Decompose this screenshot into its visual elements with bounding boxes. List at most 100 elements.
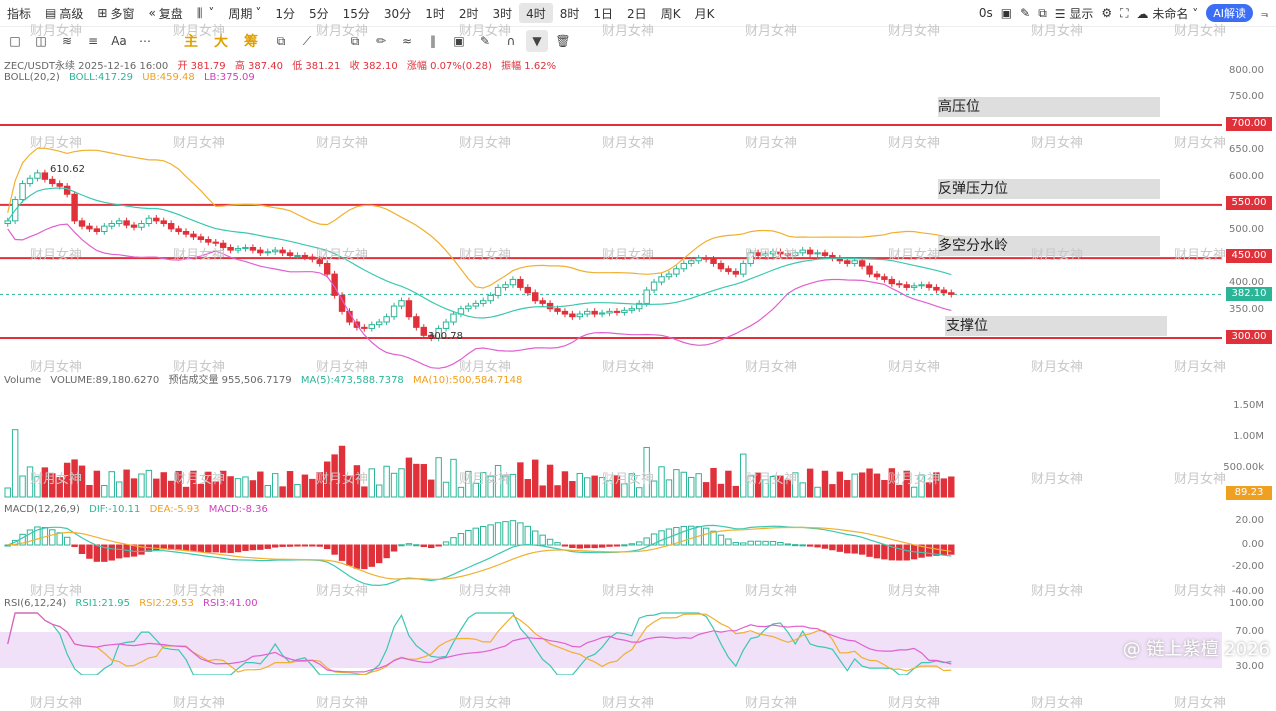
macd-bar	[190, 544, 197, 552]
volume-bar	[844, 479, 851, 498]
candle-body	[628, 308, 636, 311]
settings-icon[interactable]: ⚙	[1101, 6, 1113, 20]
indicator-wave-icon[interactable]: ≋	[61, 34, 73, 48]
candle-body	[435, 327, 442, 339]
topbar-item-11[interactable]: 2时	[452, 0, 486, 26]
watermark-text: 财月女神	[316, 696, 369, 711]
volume-bar	[227, 476, 234, 498]
level-tag-550: 550.00	[1226, 196, 1272, 210]
topbar-item-5[interactable]: 周期 ˅	[221, 0, 268, 26]
candle-body	[784, 253, 792, 256]
watermark-text: 财月女神	[173, 696, 226, 711]
macd-bar	[933, 544, 940, 556]
layout-icon[interactable]: □	[9, 34, 21, 48]
candle-body	[294, 254, 301, 257]
topbar-item-9[interactable]: 30分	[377, 0, 418, 26]
topbar-item-18[interactable]: 月K	[688, 0, 722, 26]
macd-bar	[101, 544, 108, 562]
edit-icon[interactable]: ✎	[479, 34, 491, 48]
volume-bar	[769, 475, 777, 498]
candle-body	[145, 217, 153, 225]
path-icon[interactable]: ≈	[401, 34, 413, 48]
list-icon[interactable]: ≡	[87, 34, 99, 48]
price-tick-label: 650.00	[1229, 144, 1264, 155]
candle-type-icon[interactable]: ◫	[35, 34, 47, 48]
topbar-item-15[interactable]: 1日	[586, 0, 620, 26]
magnet-icon[interactable]: ∩	[506, 34, 516, 48]
volume-bar	[784, 479, 792, 498]
volume-bar	[918, 474, 925, 498]
candle-body	[41, 172, 49, 180]
candle-body	[78, 220, 86, 227]
volume-bar	[747, 475, 754, 498]
topbar-item-12[interactable]: 3时	[485, 0, 519, 26]
candle-body	[286, 252, 294, 256]
volume-legend: Volume VOLUME:89,180.6270 预估成交量 955,506.…	[4, 371, 528, 386]
volume-bar	[896, 484, 903, 498]
filter-icon[interactable]: ▼	[526, 30, 548, 52]
macd-bar	[383, 544, 390, 559]
topbar-chart-type[interactable]: ⫼ ˅	[190, 0, 222, 26]
macd-bar	[502, 521, 509, 546]
macd-bar	[472, 527, 479, 546]
candle-body	[576, 313, 584, 318]
volume-bar	[257, 471, 264, 498]
barcode-icon[interactable]: ‖	[430, 34, 436, 48]
ai-analysis-button[interactable]: AI解读	[1206, 4, 1253, 22]
topbar-item-1[interactable]: ▤ 高级	[38, 0, 90, 26]
topbar-item-8[interactable]: 15分	[336, 0, 377, 26]
boll-ub-value: UB:459.48	[142, 72, 195, 83]
macd-bar	[732, 542, 740, 546]
candlestick-chart[interactable]	[0, 0, 1276, 675]
macd-bar	[621, 544, 628, 547]
copy-icon[interactable]: ⧉	[276, 33, 286, 48]
seconds-label[interactable]: 0s	[978, 6, 993, 20]
topbar-item-3[interactable]: «复盘	[141, 0, 189, 26]
display-menu[interactable]: ☰ 显示	[1054, 6, 1094, 21]
volume-bar	[63, 462, 71, 498]
note-icon[interactable]: ▣	[453, 34, 465, 48]
rsi1-line	[7, 612, 952, 675]
topbar-item-13[interactable]: 4时	[519, 3, 553, 23]
large-function[interactable]: 大	[214, 34, 228, 50]
expand-icon[interactable]: ⧉	[1038, 5, 1047, 20]
volume-bar	[167, 480, 175, 498]
topbar-item-6[interactable]: 1分	[268, 0, 302, 26]
camera-icon[interactable]: ▣	[1000, 6, 1013, 20]
macd-bar	[769, 540, 777, 546]
watermark-text: 财月女神	[1031, 696, 1084, 711]
topbar-item-label: 多窗	[110, 6, 135, 21]
topbar-item-0[interactable]: 指标	[0, 0, 38, 26]
share-icon[interactable]: ⫬	[1260, 5, 1268, 20]
candle-body	[167, 223, 175, 230]
fullscreen-icon[interactable]: ⛶	[1120, 5, 1129, 20]
topbar-item-7[interactable]: 5分	[302, 0, 336, 26]
topbar-item-17[interactable]: 周K	[654, 0, 688, 26]
topbar-item-14[interactable]: 8时	[553, 0, 587, 26]
more-icon[interactable]: ⋯	[139, 34, 151, 48]
topbar-item-16[interactable]: 2日	[620, 0, 654, 26]
macd-bar	[524, 525, 532, 546]
candle-body	[63, 185, 71, 195]
macd-bar	[427, 544, 435, 549]
candle-body	[502, 284, 509, 288]
volume-bar	[442, 481, 450, 498]
chevron-down-icon: ˅	[208, 6, 215, 20]
text-size-icon[interactable]: Aa	[111, 34, 127, 48]
volume-bar	[517, 462, 524, 498]
volume-bar	[628, 473, 636, 498]
line-tool-icon[interactable]: ⟋	[302, 33, 312, 48]
topbar-item-10[interactable]: 1时	[418, 0, 452, 26]
trash-icon[interactable]: 🗑	[555, 34, 571, 48]
chip-function[interactable]: 筹	[244, 34, 258, 50]
brush-icon[interactable]: ✏	[375, 34, 387, 48]
crop-icon[interactable]: ⧉	[350, 33, 360, 48]
candle-body	[554, 308, 561, 312]
volume-bar	[910, 486, 918, 498]
topbar-item-2[interactable]: ⊞ 多窗	[90, 0, 141, 26]
pen-icon[interactable]: ✎	[1020, 6, 1031, 20]
cloud-layout-menu[interactable]: ☁ 未命名 ˅	[1136, 6, 1199, 21]
main-function[interactable]: 主	[184, 34, 198, 50]
candle-body	[806, 249, 814, 255]
current-price-tag: 382.10	[1226, 287, 1272, 301]
